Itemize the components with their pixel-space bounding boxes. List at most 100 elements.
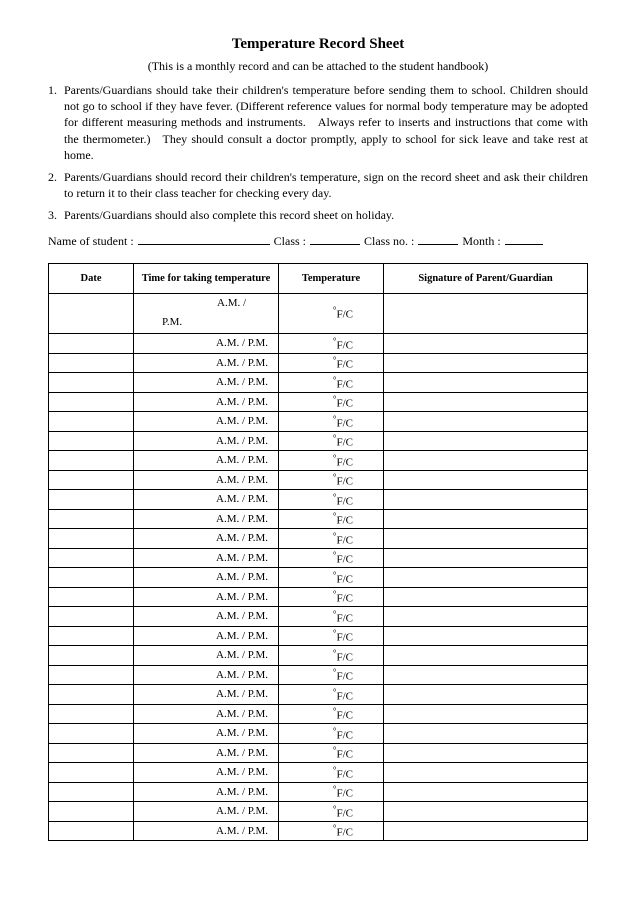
- signature-cell[interactable]: [384, 821, 588, 841]
- signature-cell[interactable]: [384, 587, 588, 607]
- signature-cell[interactable]: [384, 490, 588, 510]
- date-cell[interactable]: [49, 665, 134, 685]
- signature-cell[interactable]: [384, 802, 588, 822]
- temp-cell[interactable]: °F/C: [279, 646, 384, 666]
- table-row: A.M. / P.M.°F/C: [49, 626, 588, 646]
- temp-cell[interactable]: °F/C: [279, 724, 384, 744]
- temp-cell[interactable]: °F/C: [279, 607, 384, 627]
- signature-cell[interactable]: [384, 392, 588, 412]
- temp-cell[interactable]: °F/C: [279, 802, 384, 822]
- signature-cell[interactable]: [384, 724, 588, 744]
- temp-cell[interactable]: °F/C: [279, 821, 384, 841]
- signature-cell[interactable]: [384, 509, 588, 529]
- temp-cell[interactable]: °F/C: [279, 626, 384, 646]
- temp-cell[interactable]: °F/C: [279, 431, 384, 451]
- date-cell[interactable]: [49, 373, 134, 393]
- temp-cell[interactable]: °F/C: [279, 293, 384, 334]
- table-row: A.M. / P.M.°F/C: [49, 587, 588, 607]
- temp-cell[interactable]: °F/C: [279, 373, 384, 393]
- signature-cell[interactable]: [384, 293, 588, 334]
- temp-cell[interactable]: °F/C: [279, 509, 384, 529]
- signature-cell[interactable]: [384, 451, 588, 471]
- date-cell[interactable]: [49, 685, 134, 705]
- signature-cell[interactable]: [384, 373, 588, 393]
- date-cell[interactable]: [49, 626, 134, 646]
- temp-cell[interactable]: °F/C: [279, 470, 384, 490]
- signature-cell[interactable]: [384, 470, 588, 490]
- date-cell[interactable]: [49, 353, 134, 373]
- date-cell[interactable]: [49, 490, 134, 510]
- class-field[interactable]: [310, 244, 360, 245]
- instruction-item: 1.Parents/Guardians should take their ch…: [48, 82, 588, 163]
- temp-cell[interactable]: °F/C: [279, 529, 384, 549]
- date-cell[interactable]: [49, 646, 134, 666]
- time-cell: A.M. /P.M.: [134, 293, 279, 334]
- temp-cell[interactable]: °F/C: [279, 587, 384, 607]
- date-cell[interactable]: [49, 724, 134, 744]
- signature-cell[interactable]: [384, 607, 588, 627]
- temp-cell[interactable]: °F/C: [279, 743, 384, 763]
- month-label: Month :: [462, 234, 500, 249]
- date-cell[interactable]: [49, 568, 134, 588]
- temp-cell[interactable]: °F/C: [279, 490, 384, 510]
- table-row: A.M. / P.M.°F/C: [49, 412, 588, 432]
- date-cell[interactable]: [49, 743, 134, 763]
- table-row: A.M. / P.M.°F/C: [49, 607, 588, 627]
- temp-cell[interactable]: °F/C: [279, 451, 384, 471]
- date-cell[interactable]: [49, 782, 134, 802]
- signature-cell[interactable]: [384, 626, 588, 646]
- signature-cell[interactable]: [384, 412, 588, 432]
- temp-cell[interactable]: °F/C: [279, 782, 384, 802]
- signature-cell[interactable]: [384, 763, 588, 783]
- signature-cell[interactable]: [384, 334, 588, 354]
- temp-cell[interactable]: °F/C: [279, 353, 384, 373]
- date-cell[interactable]: [49, 334, 134, 354]
- date-cell[interactable]: [49, 392, 134, 412]
- date-cell[interactable]: [49, 821, 134, 841]
- time-cell: A.M. / P.M.: [134, 353, 279, 373]
- date-cell[interactable]: [49, 763, 134, 783]
- signature-cell[interactable]: [384, 665, 588, 685]
- month-field[interactable]: [505, 244, 543, 245]
- classno-field[interactable]: [418, 244, 458, 245]
- date-cell[interactable]: [49, 607, 134, 627]
- date-cell[interactable]: [49, 509, 134, 529]
- page-title: Temperature Record Sheet: [48, 36, 588, 53]
- temp-cell[interactable]: °F/C: [279, 763, 384, 783]
- signature-cell[interactable]: [384, 431, 588, 451]
- table-row: A.M. / P.M.°F/C: [49, 529, 588, 549]
- time-cell: A.M. / P.M.: [134, 568, 279, 588]
- signature-cell[interactable]: [384, 646, 588, 666]
- date-cell[interactable]: [49, 293, 134, 334]
- temp-cell[interactable]: °F/C: [279, 412, 384, 432]
- temp-cell[interactable]: °F/C: [279, 665, 384, 685]
- signature-cell[interactable]: [384, 568, 588, 588]
- signature-cell[interactable]: [384, 685, 588, 705]
- date-cell[interactable]: [49, 470, 134, 490]
- signature-cell[interactable]: [384, 782, 588, 802]
- date-cell[interactable]: [49, 802, 134, 822]
- date-cell[interactable]: [49, 412, 134, 432]
- date-cell[interactable]: [49, 704, 134, 724]
- signature-cell[interactable]: [384, 353, 588, 373]
- date-cell[interactable]: [49, 587, 134, 607]
- temp-cell[interactable]: °F/C: [279, 685, 384, 705]
- temp-cell[interactable]: °F/C: [279, 568, 384, 588]
- time-cell: A.M. / P.M.: [134, 665, 279, 685]
- table-row: A.M. / P.M.°F/C: [49, 490, 588, 510]
- name-field[interactable]: [138, 244, 270, 245]
- date-cell[interactable]: [49, 529, 134, 549]
- temp-cell[interactable]: °F/C: [279, 548, 384, 568]
- signature-cell[interactable]: [384, 704, 588, 724]
- signature-cell[interactable]: [384, 743, 588, 763]
- date-cell[interactable]: [49, 451, 134, 471]
- temp-cell[interactable]: °F/C: [279, 392, 384, 412]
- date-cell[interactable]: [49, 431, 134, 451]
- signature-cell[interactable]: [384, 548, 588, 568]
- signature-cell[interactable]: [384, 529, 588, 549]
- table-row: A.M. / P.M.°F/C: [49, 353, 588, 373]
- date-cell[interactable]: [49, 548, 134, 568]
- temp-cell[interactable]: °F/C: [279, 334, 384, 354]
- temp-cell[interactable]: °F/C: [279, 704, 384, 724]
- time-cell: A.M. / P.M.: [134, 470, 279, 490]
